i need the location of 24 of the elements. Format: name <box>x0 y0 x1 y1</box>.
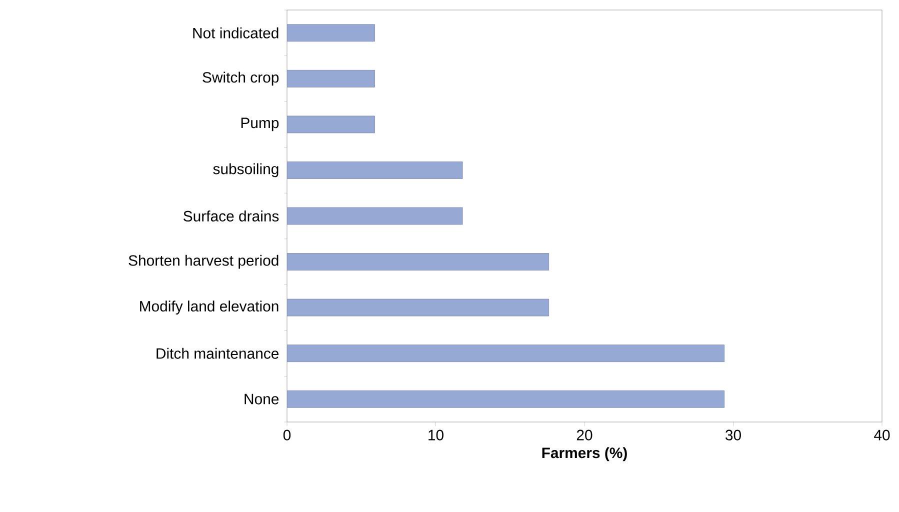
bar <box>287 298 550 316</box>
x-tick-label: 40 <box>874 430 890 440</box>
bar <box>287 24 375 42</box>
x-axis-title: Farmers (%) <box>542 447 627 462</box>
y-tick-label: Surface drains <box>184 210 279 222</box>
bar <box>287 344 725 362</box>
y-tick-label: Pump <box>241 118 279 132</box>
x-tick-label: 10 <box>428 430 444 440</box>
y-tick-label: Not indicated <box>193 27 278 38</box>
y-tick-label: Shorten harvest period <box>128 254 278 269</box>
x-tick-label: 20 <box>576 430 592 440</box>
bar <box>287 253 550 270</box>
x-tick-label: 30 <box>726 430 741 440</box>
bar <box>287 70 375 88</box>
y-tick-label: None <box>244 394 279 404</box>
bar <box>287 162 463 179</box>
y-tick-label: Modify land elevation <box>140 300 278 315</box>
y-tick-label: Ditch maintenance <box>156 348 279 359</box>
bar <box>287 116 375 134</box>
x-tick-label: 0 <box>283 430 291 440</box>
y-tick-label: subsoiling <box>213 163 278 178</box>
bar <box>287 390 725 408</box>
y-tick-label: Switch crop <box>202 72 279 86</box>
bar <box>287 207 463 225</box>
